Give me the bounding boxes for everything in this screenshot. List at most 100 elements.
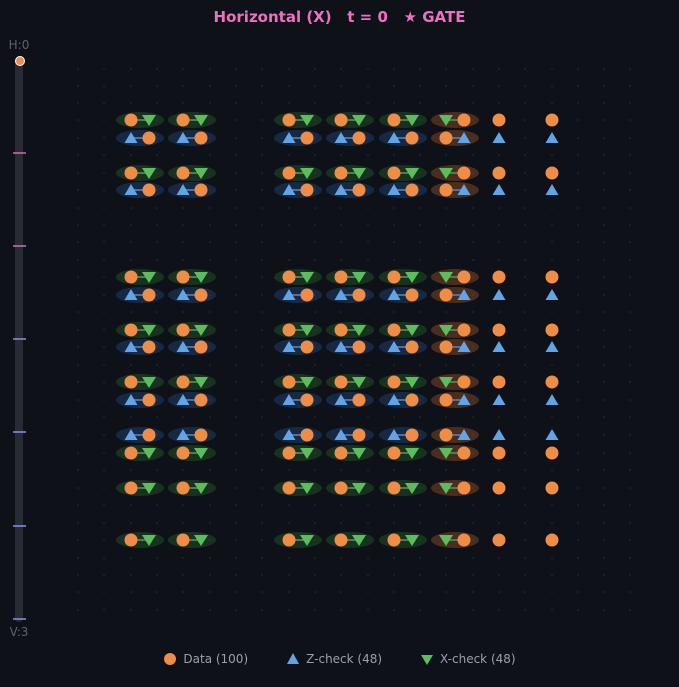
grid-dot (103, 329, 105, 331)
x-check (194, 115, 208, 126)
grid-dot (524, 207, 526, 209)
grid-dot (103, 416, 105, 418)
grid-dot (288, 259, 290, 261)
z-check (387, 132, 401, 143)
grid-dot (156, 522, 158, 524)
grid-dot (419, 557, 421, 559)
x-check (439, 448, 453, 459)
grid-dot (524, 311, 526, 313)
z-check (457, 341, 471, 352)
x-check (194, 448, 208, 459)
grid-dot (629, 557, 631, 559)
grid-dot (261, 346, 263, 348)
grid-dot (130, 68, 132, 70)
time-slider-knob[interactable] (15, 56, 25, 66)
data-qubit (124, 113, 138, 127)
grid-dot (209, 259, 211, 261)
grid-dot (551, 522, 553, 524)
grid-dot (629, 276, 631, 278)
grid-dot (629, 119, 631, 121)
grid-dot (393, 241, 395, 243)
grid-dot (182, 85, 184, 87)
data-qubit (194, 288, 208, 302)
grid-dot (103, 137, 105, 139)
data-qubit (405, 340, 419, 354)
grid-dot (367, 224, 369, 226)
grid-dot (77, 364, 79, 366)
grid-dot (498, 207, 500, 209)
grid-dot (498, 416, 500, 418)
grid-dot (235, 85, 237, 87)
grid-dot (472, 522, 474, 524)
page-title: Horizontal (X) t = 0 ★ GATE (213, 8, 466, 26)
grid-dot (314, 311, 316, 313)
grid-dot (445, 469, 447, 471)
grid-dot (603, 346, 605, 348)
x-check (300, 448, 314, 459)
grid-dot (261, 364, 263, 366)
z-check (124, 132, 138, 143)
grid-dot (77, 399, 79, 401)
grid-dot (314, 85, 316, 87)
x-check (405, 115, 419, 126)
grid-dot (130, 364, 132, 366)
grid-dot (209, 311, 211, 313)
grid-dot (340, 504, 342, 506)
grid-dot (367, 416, 369, 418)
grid-dot (367, 207, 369, 209)
grid-dot (393, 591, 395, 593)
z-check (492, 429, 506, 440)
grid-dot (130, 85, 132, 87)
grid-dot (629, 487, 631, 489)
grid-dot (156, 224, 158, 226)
grid-dot (288, 224, 290, 226)
grid-dot (445, 416, 447, 418)
grid-dot (524, 591, 526, 593)
grid-dot (551, 609, 553, 611)
grid-dot (629, 381, 631, 383)
x-check-triangle-icon (421, 655, 434, 665)
data-qubit (457, 481, 471, 495)
grid-dot (524, 68, 526, 70)
grid-dot (77, 504, 79, 506)
x-check (352, 115, 366, 126)
grid-dot (182, 259, 184, 261)
data-qubit (176, 323, 190, 337)
grid-dot (393, 504, 395, 506)
data-qubit (405, 428, 419, 442)
grid-dot (419, 224, 421, 226)
grid-dot (314, 224, 316, 226)
z-check (334, 341, 348, 352)
grid-dot (524, 172, 526, 174)
grid-dot (130, 504, 132, 506)
x-check (439, 535, 453, 546)
grid-dot (261, 539, 263, 541)
x-check (194, 483, 208, 494)
grid-dot (77, 68, 79, 70)
grid-dot (103, 522, 105, 524)
grid-dot (77, 224, 79, 226)
grid-dot (182, 207, 184, 209)
z-check (282, 132, 296, 143)
grid-dot (103, 574, 105, 576)
grid-dot (445, 224, 447, 226)
data-qubit (124, 375, 138, 389)
grid-dot (603, 172, 605, 174)
grid-dot (103, 487, 105, 489)
grid-dot (524, 609, 526, 611)
grid-dot (235, 434, 237, 436)
grid-dot (103, 399, 105, 401)
grid-dot (472, 85, 474, 87)
z-check (282, 341, 296, 352)
grid-dot (629, 329, 631, 331)
data-qubit (124, 446, 138, 460)
grid-dot (603, 241, 605, 243)
data-qubit (492, 446, 506, 460)
data-qubit (405, 393, 419, 407)
grid-dot (472, 241, 474, 243)
grid-dot (182, 364, 184, 366)
grid-dot (77, 207, 79, 209)
time-slider-track[interactable] (15, 58, 23, 622)
grid-dot (629, 416, 631, 418)
grid-dot (367, 609, 369, 611)
